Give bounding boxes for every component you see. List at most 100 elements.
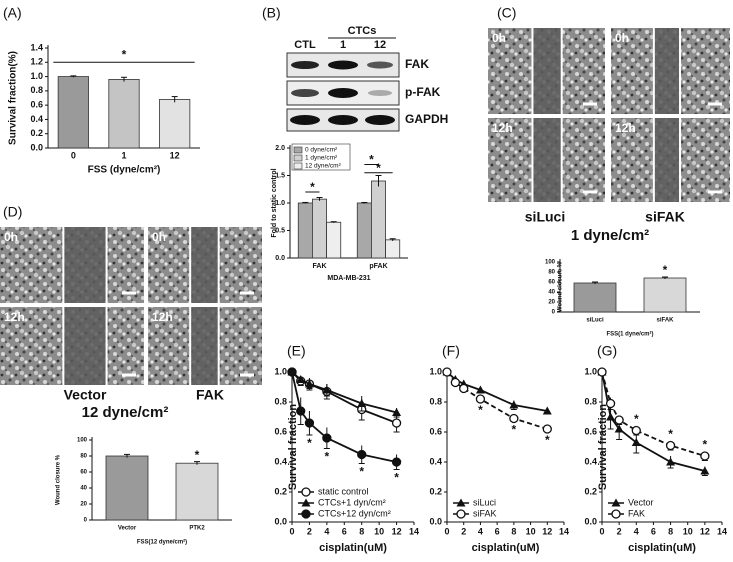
significance: * [545, 433, 550, 447]
band [290, 115, 320, 125]
y-tick-label: 1.5 [275, 172, 285, 179]
x-tick-label: FAK [313, 263, 327, 270]
blot-lane: 12 [374, 39, 386, 51]
x-tick-label: 6 [495, 526, 500, 536]
x-tick-label: 0 [71, 150, 76, 160]
band [328, 60, 358, 70]
marker [322, 433, 332, 443]
bar [371, 180, 386, 259]
panel-label: (G) [597, 343, 617, 359]
y-axis-label: Fold to static control [271, 168, 278, 237]
x-tick-label: 1 [121, 150, 126, 160]
x-tick-label: 0 [289, 526, 294, 536]
significance: * [325, 450, 330, 464]
x-axis-label: FSS (dyne/cm²) [88, 165, 161, 176]
x-axis-label: FSS(1 dyne/cm²) [606, 331, 653, 338]
group-label: siFAK [645, 209, 685, 225]
blot-control: CTL [294, 39, 316, 51]
y-tick-label: 80 [548, 270, 555, 276]
legend-marker [456, 498, 466, 507]
legend-label: 0 dyne/cm² [305, 147, 338, 154]
time-label: 0h [4, 230, 18, 244]
legend-label: siFAK [473, 508, 497, 518]
y-tick-label: 0.6 [584, 426, 597, 436]
western-blot: CTL CTCs 1 12 FAK p-FAK GAPDH [286, 25, 448, 132]
x-tick-label: Vector [118, 526, 137, 532]
time-label: 12h [492, 121, 513, 135]
y-tick-label: 1.0 [274, 366, 287, 376]
band [328, 88, 358, 98]
x-tick-label: siLuci [586, 318, 604, 324]
x-tick-label: 10 [374, 526, 384, 536]
y-axis-label: Wound closure % [56, 454, 62, 505]
x-tick-label: 0 [444, 526, 449, 536]
legend-label: Vector [628, 497, 654, 507]
x-tick-label: 4 [324, 526, 329, 536]
blot-row-label: p-FAK [405, 85, 441, 99]
marker [665, 440, 676, 451]
y-tick-label: 0.0 [584, 516, 597, 526]
marker [296, 375, 306, 383]
marker [357, 449, 367, 460]
group-label: Vector [64, 387, 107, 403]
marker [392, 408, 402, 416]
y-tick-label: 0.0 [274, 516, 287, 526]
time-label: 12h [152, 310, 173, 324]
y-tick-label: 60 [80, 470, 87, 476]
time-label: 0h [152, 230, 166, 244]
y-tick-label: 0.8 [30, 85, 43, 95]
significance: * [663, 263, 668, 277]
y-tick-label: 0.8 [274, 396, 287, 406]
y-tick-label: 0.4 [30, 114, 43, 124]
x-tick-label: 12 [700, 526, 710, 536]
y-tick-label: 40 [548, 290, 555, 296]
time-label: 0h [615, 31, 629, 45]
blot-lane: 1 [340, 39, 346, 51]
marker [304, 379, 314, 388]
marker [475, 394, 486, 404]
y-tick-label: 1.0 [429, 366, 442, 376]
band [368, 90, 392, 96]
series-line [291, 371, 397, 463]
significance: * [369, 153, 374, 167]
wound-gap [63, 307, 107, 385]
y-tick-label: 1.2 [30, 57, 43, 67]
significance: * [122, 47, 127, 61]
marker [287, 367, 297, 377]
x-tick-label: 8 [359, 526, 364, 536]
y-axis-label: Survival fraction [597, 404, 609, 490]
bar [57, 76, 89, 149]
series-line [601, 371, 706, 457]
bar [385, 239, 401, 259]
y-tick-label: 40 [80, 486, 87, 492]
significance: * [195, 448, 200, 462]
marker [304, 418, 315, 428]
significance: * [512, 423, 517, 437]
x-tick-label: 8 [511, 526, 516, 536]
significance: * [359, 465, 364, 479]
x-tick-label: 0 [599, 526, 604, 536]
bar [175, 462, 219, 521]
y-tick-label: 0.0 [30, 142, 43, 152]
y-tick-label: 0 [552, 310, 556, 316]
x-tick-label: 14 [409, 526, 419, 536]
significance: * [376, 161, 381, 175]
marker [509, 413, 519, 424]
significance: * [478, 403, 483, 417]
legend-swatch [293, 162, 303, 170]
bar [297, 202, 313, 259]
marker [450, 377, 461, 388]
legend-marker [611, 498, 621, 507]
x-axis-label: cisplatin(uM) [472, 542, 540, 554]
marker [459, 383, 469, 394]
panel-label: (B) [262, 5, 281, 21]
y-tick-label: 1.0 [584, 366, 597, 376]
legend-label: static control [318, 486, 369, 496]
y-tick-label: 0.4 [584, 456, 597, 466]
marker [614, 415, 624, 425]
marker [542, 406, 552, 415]
x-tick-label: 4 [478, 526, 483, 536]
marker [597, 367, 607, 377]
y-tick-label: 1.0 [30, 71, 43, 81]
legend-marker [301, 498, 311, 507]
